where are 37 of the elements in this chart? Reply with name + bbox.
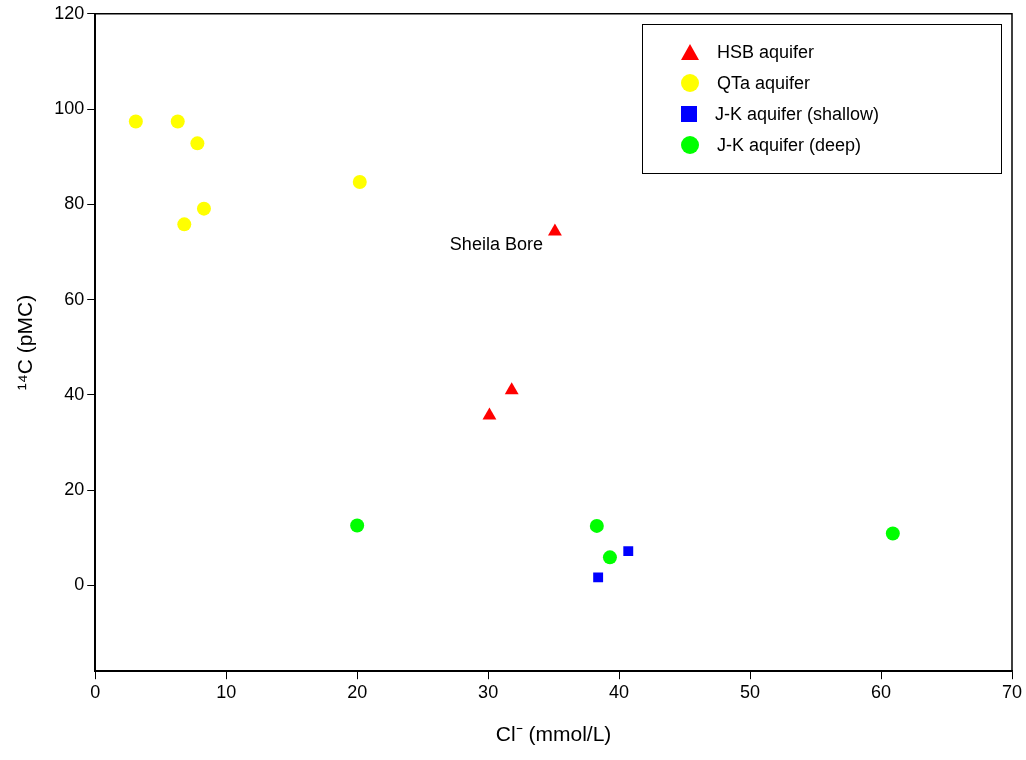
point (623, 546, 634, 557)
y-tick-label: 20 (64, 479, 85, 500)
legend-label: J-K aquifer (deep) (717, 134, 862, 156)
x-tick-label: 70 (1001, 681, 1023, 702)
y-tick-label: 40 (64, 383, 85, 404)
annotation: Sheila Bore (449, 234, 543, 255)
x-tick-label: 60 (871, 681, 892, 702)
x-tick-label: 40 (609, 681, 630, 702)
point (352, 174, 367, 189)
y-tick-label: 100 (54, 98, 85, 119)
point (885, 526, 900, 541)
x-tick-label: 30 (478, 681, 499, 702)
point (196, 201, 211, 216)
legend-label: HSB aquifer (717, 41, 815, 63)
point (128, 114, 143, 129)
point (602, 550, 617, 565)
point (170, 114, 185, 129)
legend-label: J-K aquifer (shallow) (715, 103, 880, 125)
point (350, 518, 365, 533)
legend-label: QTa aquifer (717, 72, 811, 94)
point (548, 223, 562, 236)
y-tick-label: 80 (64, 193, 85, 214)
x-tick-label: 50 (740, 681, 761, 702)
y-tick-label: 120 (54, 2, 85, 23)
point (589, 518, 604, 533)
x-tick-label: 20 (347, 681, 368, 702)
y-axis-title: ¹⁴C (pMC) (13, 294, 37, 391)
y-tick-label: 0 (74, 574, 85, 595)
point (177, 217, 192, 232)
x-tick-label: 10 (216, 681, 237, 702)
y-tick-label: 60 (64, 288, 85, 309)
x-axis-title: Cl⁻ (mmol/L) (495, 722, 612, 746)
point (482, 407, 497, 420)
point (504, 382, 519, 395)
point (190, 136, 205, 151)
point (593, 572, 604, 583)
x-tick-label: 0 (90, 681, 101, 702)
